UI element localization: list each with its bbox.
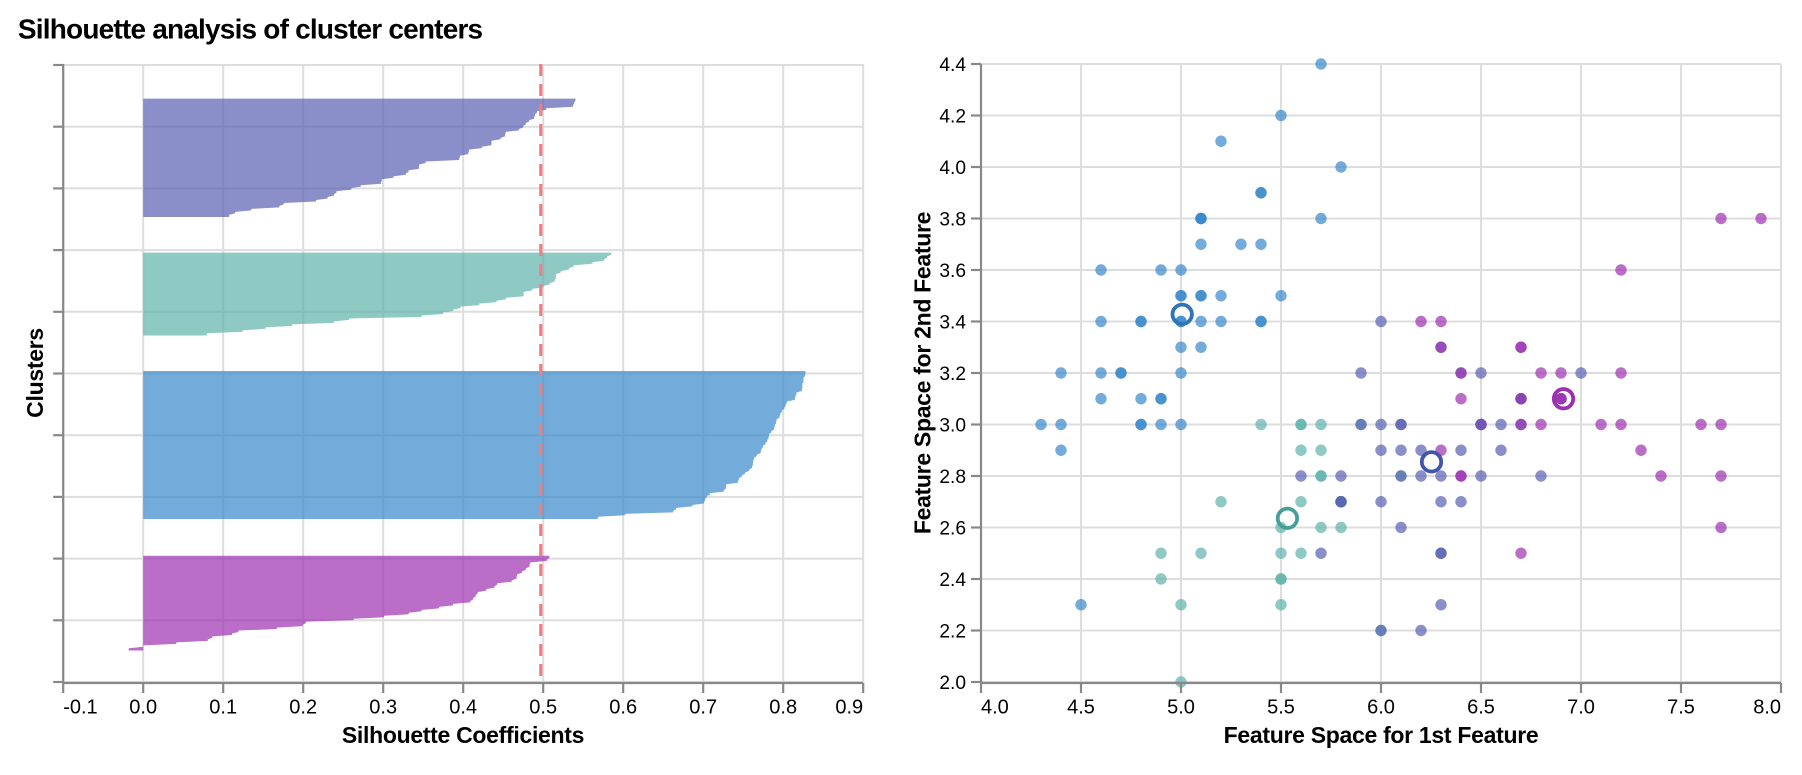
svg-text:0.7: 0.7 xyxy=(689,697,717,719)
svg-text:2.2: 2.2 xyxy=(939,622,966,643)
svg-text:4.4: 4.4 xyxy=(939,55,966,76)
svg-text:Silhouette analysis of cluster: Silhouette analysis of cluster centers xyxy=(18,14,483,45)
svg-text:7.5: 7.5 xyxy=(1667,697,1695,719)
svg-text:5.5: 5.5 xyxy=(1267,697,1295,719)
svg-text:0.6: 0.6 xyxy=(609,697,637,719)
svg-text:0.0: 0.0 xyxy=(129,697,157,719)
svg-text:3.8: 3.8 xyxy=(939,210,966,231)
svg-text:8.0: 8.0 xyxy=(1753,697,1781,719)
svg-text:0.4: 0.4 xyxy=(449,697,477,719)
svg-text:2.6: 2.6 xyxy=(939,519,966,540)
svg-text:2.0: 2.0 xyxy=(939,673,966,694)
svg-text:Feature Space for 2nd Feature: Feature Space for 2nd Feature xyxy=(910,212,936,534)
svg-text:0.1: 0.1 xyxy=(209,697,237,719)
svg-text:4.0: 4.0 xyxy=(981,697,1009,719)
svg-text:6.5: 6.5 xyxy=(1467,697,1495,719)
svg-text:6.0: 6.0 xyxy=(1367,697,1395,719)
svg-text:Feature Space for 1st Feature: Feature Space for 1st Feature xyxy=(1224,722,1539,748)
svg-text:4.5: 4.5 xyxy=(1067,697,1095,719)
svg-text:5.0: 5.0 xyxy=(1167,697,1195,719)
svg-text:4.0: 4.0 xyxy=(939,158,966,179)
svg-text:0.9: 0.9 xyxy=(835,697,863,719)
svg-text:0.8: 0.8 xyxy=(769,697,797,719)
svg-text:3.4: 3.4 xyxy=(939,313,966,334)
svg-text:4.2: 4.2 xyxy=(939,107,966,128)
svg-text:0.3: 0.3 xyxy=(369,697,397,719)
svg-text:2.8: 2.8 xyxy=(939,467,966,488)
svg-text:3.0: 3.0 xyxy=(939,416,966,437)
svg-text:3.2: 3.2 xyxy=(939,364,966,385)
svg-text:7.0: 7.0 xyxy=(1567,697,1595,719)
svg-text:3.6: 3.6 xyxy=(939,261,966,282)
svg-text:2.4: 2.4 xyxy=(939,570,966,591)
svg-text:Clusters: Clusters xyxy=(22,328,48,418)
svg-text:-0.1: -0.1 xyxy=(63,697,97,719)
svg-text:0.2: 0.2 xyxy=(289,697,317,719)
svg-text:0.5: 0.5 xyxy=(529,697,557,719)
svg-text:Silhouette Coefficients: Silhouette Coefficients xyxy=(342,722,584,748)
